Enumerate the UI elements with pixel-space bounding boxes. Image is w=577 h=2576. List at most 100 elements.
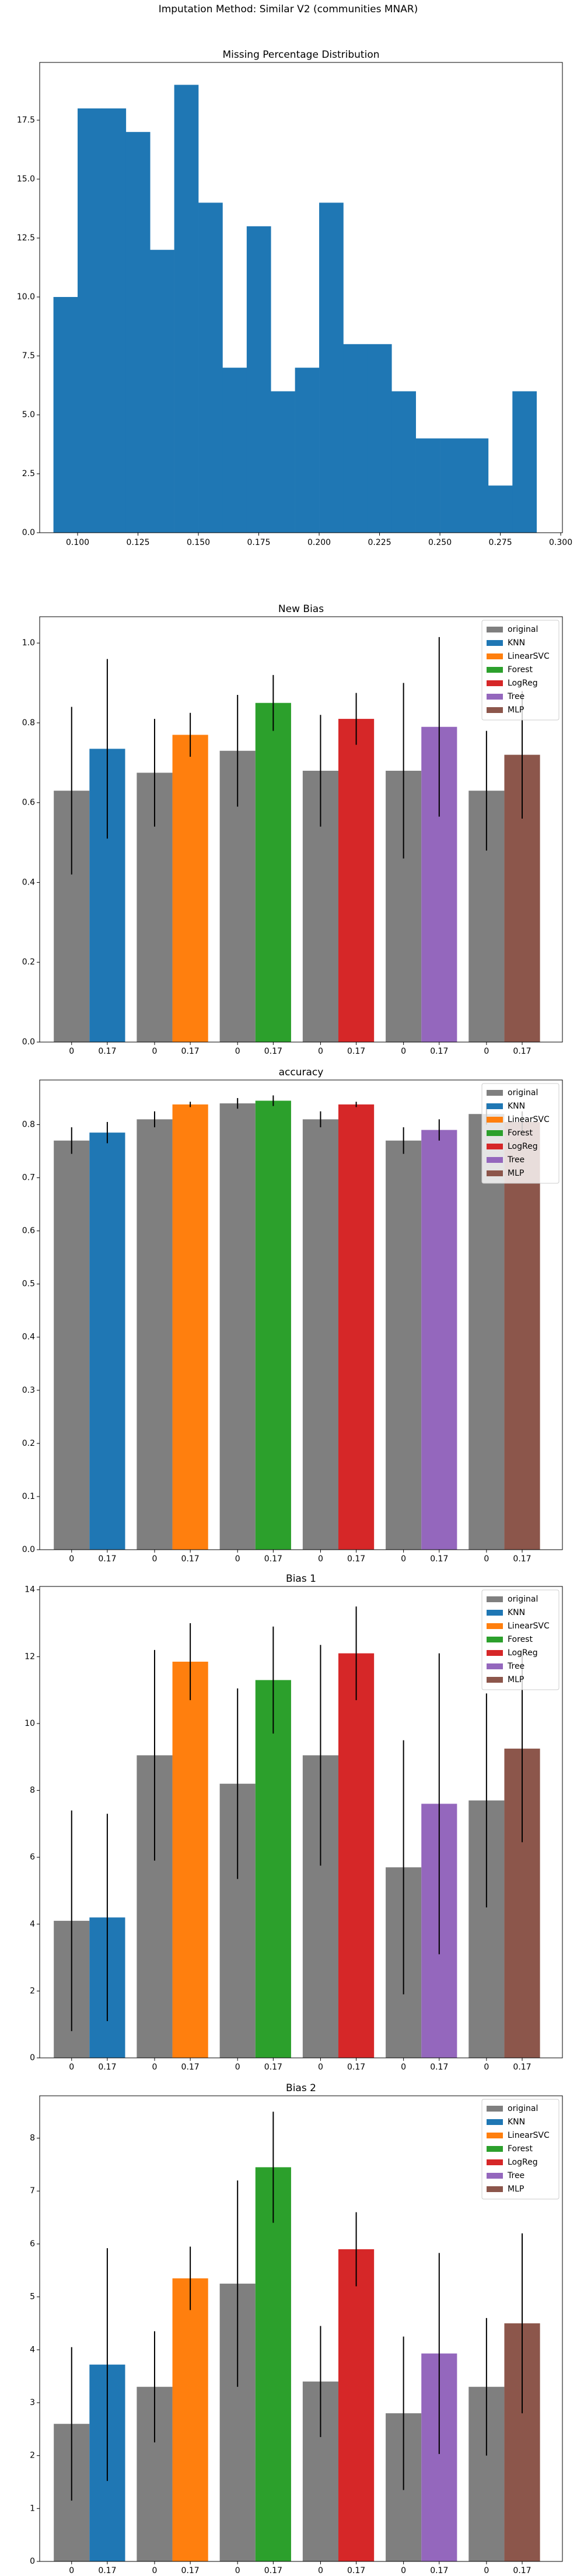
y-tick-label: 0.8: [22, 1120, 35, 1129]
bar: [172, 1104, 208, 1550]
legend-swatch: [487, 707, 503, 713]
bar: [343, 344, 368, 533]
y-tick-label: 5: [30, 2292, 35, 2302]
legend-label: LinearSVC: [508, 1621, 550, 1631]
bar: [367, 344, 392, 533]
legend-label: KNN: [508, 2117, 525, 2127]
bar: [219, 1103, 256, 1550]
chart-title: Bias 2: [286, 2082, 316, 2094]
legend-label: KNN: [508, 1608, 525, 1617]
bar: [338, 1653, 375, 2058]
y-tick-label: 0.4: [22, 1333, 35, 1342]
bar: [255, 702, 291, 1042]
x-tick-label: 0.17: [347, 1047, 365, 1056]
y-tick-label: 0.6: [22, 1226, 35, 1236]
x-tick-label: 0.300: [549, 538, 572, 547]
x-tick-label: 0: [401, 1554, 406, 1564]
x-tick-label: 0: [69, 1554, 74, 1564]
y-tick-label: 2: [30, 1986, 35, 1995]
bar: [172, 735, 208, 1042]
x-tick-label: 0: [318, 2063, 323, 2072]
y-tick-label: 0.2: [22, 1439, 35, 1448]
legend-label: LinearSVC: [508, 2131, 550, 2140]
x-tick-label: 0.17: [98, 1554, 116, 1564]
bar: [271, 391, 295, 533]
y-tick-label: 12.5: [17, 233, 35, 243]
legend-label: Forest: [508, 1635, 533, 1644]
bar: [150, 250, 174, 533]
bar: [295, 368, 320, 533]
legend-swatch: [487, 1090, 503, 1096]
x-tick-label: 0: [484, 1047, 489, 1056]
y-tick-label: 0.6: [22, 798, 35, 808]
y-tick-label: 0.4: [22, 878, 35, 887]
x-tick-label: 0.275: [489, 538, 512, 547]
bar: [102, 108, 127, 533]
legend-label: LinearSVC: [508, 652, 550, 661]
x-tick-label: 0: [152, 2063, 158, 2072]
legend-swatch: [487, 2146, 503, 2152]
x-tick-label: 0.17: [430, 1047, 448, 1056]
legend-label: Forest: [508, 1128, 533, 1138]
legend-label: KNN: [508, 1102, 525, 1111]
y-tick-label: 8: [30, 1786, 35, 1795]
x-tick-label: 0.17: [513, 2566, 531, 2575]
x-tick-label: 0.125: [126, 538, 149, 547]
legend-swatch: [487, 1677, 503, 1683]
x-tick-label: 0.200: [307, 538, 331, 547]
y-tick-label: 0: [30, 2557, 35, 2566]
x-tick-label: 0: [318, 1047, 323, 1056]
legend-label: original: [508, 2104, 538, 2113]
x-tick-label: 0.17: [513, 1047, 531, 1056]
x-tick-label: 0.250: [428, 538, 452, 547]
bar: [415, 438, 440, 533]
bar: [464, 438, 489, 533]
legend-swatch: [487, 2119, 503, 2125]
y-tick-label: 6: [30, 1853, 35, 1862]
x-tick-label: 0: [401, 2566, 406, 2575]
y-tick-label: 0.5: [22, 1280, 35, 1289]
bar: [125, 132, 151, 533]
legend-swatch: [487, 1610, 503, 1616]
legend-label: original: [508, 1595, 538, 1604]
bar: [53, 296, 78, 533]
x-tick-label: 0.17: [430, 1554, 448, 1564]
legend-label: Forest: [508, 665, 533, 674]
bar: [468, 1114, 505, 1550]
x-tick-label: 0.17: [430, 2063, 448, 2072]
y-tick-label: 0.7: [22, 1173, 35, 1183]
y-tick-label: 12: [25, 1652, 35, 1661]
x-tick-label: 0.17: [264, 1554, 282, 1564]
bar: [255, 1100, 291, 1550]
chart-title: Missing Percentage Distribution: [222, 49, 379, 61]
bar: [198, 202, 223, 533]
x-tick-label: 0: [484, 2566, 489, 2575]
y-tick-label: 17.5: [17, 116, 35, 125]
y-tick-label: 0.0: [22, 528, 35, 537]
x-tick-label: 0: [235, 2063, 240, 2072]
bar: [174, 85, 199, 533]
figure-title: Imputation Method: Similar V2 (communiti…: [159, 4, 418, 15]
x-tick-label: 0: [484, 1554, 489, 1564]
legend-swatch: [487, 1663, 503, 1669]
y-tick-label: 0.1: [22, 1492, 35, 1501]
legend-swatch: [487, 667, 503, 673]
y-tick-label: 0.3: [22, 1386, 35, 1395]
y-tick-label: 15.0: [17, 174, 35, 184]
axes-frame: [39, 2095, 563, 2562]
x-tick-label: 0.100: [66, 538, 89, 547]
y-tick-label: 2: [30, 2451, 35, 2460]
legend-swatch: [487, 2173, 503, 2179]
legend-swatch: [487, 1157, 503, 1163]
y-tick-label: 6: [30, 2239, 35, 2249]
bar: [78, 108, 102, 533]
bar: [338, 719, 375, 1042]
y-tick-label: 10.0: [17, 292, 35, 302]
y-tick-label: 4: [30, 2345, 35, 2354]
x-tick-label: 0.17: [181, 2566, 200, 2575]
legend-label: LogReg: [508, 1142, 538, 1151]
x-tick-label: 0.17: [347, 1554, 365, 1564]
y-tick-label: 2.5: [22, 469, 35, 478]
bar: [172, 1661, 208, 2058]
